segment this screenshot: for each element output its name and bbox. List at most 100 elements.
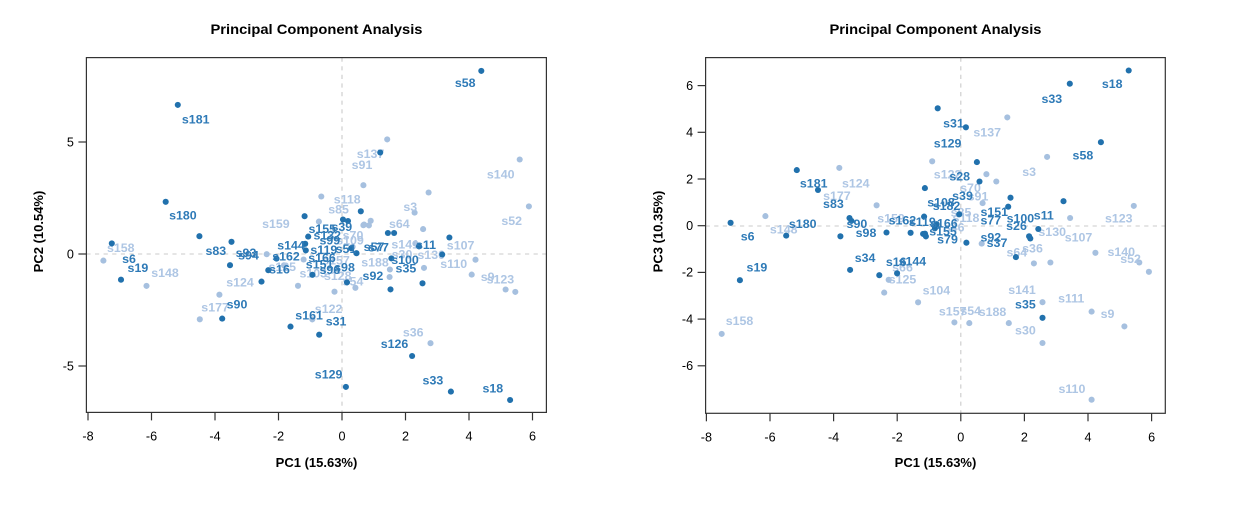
- svg-text:0: 0: [686, 219, 693, 233]
- svg-text:s6: s6: [122, 252, 136, 266]
- svg-text:PC1 (15.63%): PC1 (15.63%): [276, 455, 358, 470]
- svg-text:s30: s30: [392, 247, 413, 261]
- svg-text:s100: s100: [391, 253, 419, 267]
- svg-text:s19: s19: [747, 261, 768, 275]
- svg-text:s91: s91: [968, 190, 989, 204]
- svg-text:s141: s141: [391, 238, 419, 252]
- svg-text:s109: s109: [336, 233, 364, 247]
- svg-text:s52: s52: [501, 214, 522, 228]
- svg-text:s108: s108: [927, 196, 955, 210]
- svg-text:s122: s122: [315, 302, 343, 316]
- svg-text:s33: s33: [1041, 92, 1062, 106]
- svg-text:s125: s125: [269, 260, 297, 274]
- svg-text:-6: -6: [146, 429, 157, 443]
- svg-text:-4: -4: [828, 430, 839, 444]
- svg-text:s129: s129: [315, 367, 343, 381]
- svg-text:s100: s100: [1007, 212, 1035, 226]
- svg-text:s129: s129: [934, 137, 962, 151]
- svg-text:2: 2: [1021, 430, 1028, 444]
- svg-text:s141: s141: [1008, 283, 1036, 297]
- svg-text:s119: s119: [310, 243, 337, 257]
- svg-text:s107: s107: [1065, 231, 1093, 245]
- svg-text:-5: -5: [63, 359, 74, 373]
- svg-text:s79: s79: [937, 233, 958, 247]
- svg-text:s58: s58: [455, 76, 476, 90]
- svg-text:s64: s64: [1006, 246, 1027, 260]
- svg-text:-8: -8: [82, 429, 93, 443]
- svg-text:s39: s39: [331, 220, 352, 234]
- svg-text:PC1 (15.63%): PC1 (15.63%): [895, 455, 977, 470]
- svg-text:s181: s181: [182, 113, 210, 127]
- svg-text:s151: s151: [981, 205, 1009, 219]
- svg-text:s144: s144: [899, 255, 927, 269]
- svg-text:-8: -8: [701, 430, 712, 444]
- svg-text:s182: s182: [933, 199, 961, 213]
- svg-text:s94: s94: [238, 248, 259, 262]
- svg-text:s110: s110: [1058, 382, 1085, 396]
- svg-text:s188: s188: [361, 256, 389, 270]
- svg-text:s57: s57: [364, 240, 385, 254]
- svg-text:s39: s39: [952, 189, 973, 203]
- svg-text:s19: s19: [128, 261, 149, 275]
- svg-text:s33: s33: [423, 374, 444, 388]
- svg-text:6: 6: [1148, 430, 1155, 444]
- svg-text:-4: -4: [209, 429, 220, 443]
- svg-text:s148: s148: [151, 266, 179, 280]
- svg-text:s157: s157: [322, 254, 350, 268]
- svg-text:s123: s123: [1105, 212, 1133, 226]
- svg-text:s161: s161: [295, 309, 323, 323]
- svg-text:s130: s130: [417, 248, 445, 262]
- svg-text:s9: s9: [481, 270, 495, 284]
- svg-text:s96: s96: [319, 263, 340, 277]
- svg-text:s70: s70: [960, 181, 981, 195]
- svg-text:s162: s162: [889, 214, 917, 228]
- svg-text:s64: s64: [389, 217, 410, 231]
- svg-text:s70: s70: [343, 229, 364, 243]
- svg-text:s9: s9: [1101, 307, 1115, 321]
- svg-text:s90: s90: [847, 217, 868, 231]
- svg-text:5: 5: [67, 135, 74, 149]
- svg-text:s52: s52: [1120, 252, 1141, 266]
- svg-text:0: 0: [67, 247, 74, 261]
- svg-text:s37: s37: [987, 236, 1008, 250]
- svg-text:s126: s126: [381, 337, 409, 351]
- svg-text:s151: s151: [306, 258, 334, 272]
- svg-text:s132: s132: [314, 228, 342, 242]
- svg-text:s107: s107: [447, 239, 475, 253]
- svg-text:s30: s30: [1015, 324, 1036, 338]
- svg-text:s166: s166: [308, 251, 336, 265]
- svg-text:s140: s140: [1108, 245, 1136, 259]
- svg-text:s148: s148: [770, 223, 798, 237]
- svg-text:s92: s92: [980, 231, 1001, 245]
- svg-text:s36: s36: [1022, 242, 1043, 256]
- svg-text:s18: s18: [1102, 77, 1123, 91]
- svg-text:-4: -4: [682, 312, 693, 326]
- svg-text:s188: s188: [979, 305, 1007, 319]
- svg-text:s158: s158: [726, 314, 754, 328]
- svg-text:s99: s99: [319, 233, 340, 247]
- svg-text:s124: s124: [842, 177, 870, 191]
- svg-text:s124: s124: [226, 275, 254, 289]
- svg-text:s111: s111: [1058, 292, 1084, 306]
- svg-text:s157: s157: [939, 305, 967, 319]
- svg-text:s180: s180: [169, 209, 197, 223]
- svg-text:s98: s98: [856, 226, 877, 240]
- svg-text:s155: s155: [309, 222, 337, 236]
- svg-text:s137: s137: [357, 147, 385, 161]
- svg-text:4: 4: [1084, 430, 1091, 444]
- svg-text:-6: -6: [682, 359, 693, 373]
- svg-text:s3: s3: [1022, 165, 1036, 179]
- svg-text:s125: s125: [889, 273, 917, 287]
- svg-text:s98: s98: [334, 261, 355, 275]
- svg-text:s91: s91: [352, 158, 373, 172]
- svg-text:2: 2: [402, 429, 409, 443]
- svg-text:s54: s54: [960, 304, 981, 318]
- svg-text:4: 4: [686, 126, 693, 140]
- svg-text:s180: s180: [789, 217, 817, 231]
- svg-text:-6: -6: [764, 430, 775, 444]
- svg-text:s31: s31: [326, 315, 347, 329]
- svg-text:s166: s166: [930, 216, 958, 230]
- svg-text:s77: s77: [980, 214, 1001, 228]
- svg-text:s110: s110: [440, 257, 467, 271]
- svg-text:s104: s104: [923, 284, 951, 298]
